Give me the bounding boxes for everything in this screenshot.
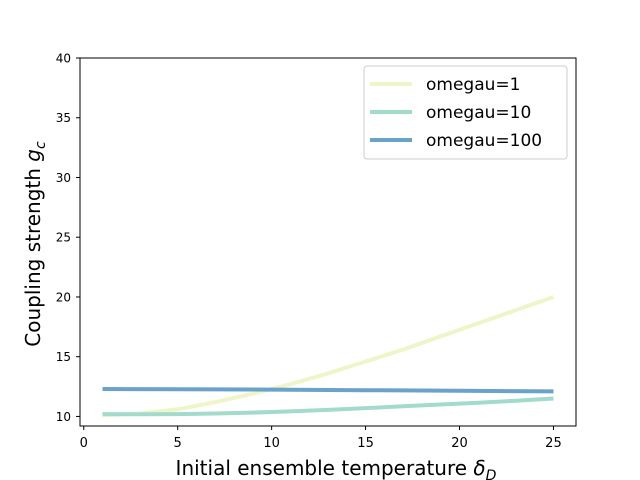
y-tick-label: 30 [56, 171, 71, 185]
x-tick-label: 5 [174, 436, 182, 451]
x-axis-label: Initial ensemble temperature δD [176, 456, 497, 480]
x-tick-label: 25 [545, 436, 562, 451]
plot-lines [102, 295, 555, 418]
y-axis-label: Coupling strength gc [21, 141, 49, 347]
legend-label-2: omegau=10 [426, 103, 531, 123]
plot-frame [79, 57, 577, 427]
legend: omegau=1 omegau=10 omegau=100 [363, 65, 568, 160]
series-line-2 [102, 396, 554, 417]
x-tick-label: 10 [263, 436, 280, 451]
y-tick-label: 20 [56, 290, 71, 304]
y-tick-label: 25 [56, 231, 71, 245]
x-axis-ticks: 0 5 10 15 20 25 [80, 426, 562, 451]
x-tick-label: 20 [451, 436, 468, 451]
y-tick-label: 40 [56, 52, 71, 66]
legend-box [363, 65, 568, 160]
y-tick-label: 15 [56, 350, 71, 364]
y-tick-label: 10 [56, 410, 71, 424]
y-axis-ticks: 10 15 20 25 30 35 40 [56, 52, 80, 424]
legend-label-3: omegau=100 [426, 131, 542, 151]
y-tick-label: 35 [56, 111, 71, 125]
series-line-3 [102, 387, 554, 394]
x-tick-label: 0 [80, 436, 88, 451]
x-tick-label: 15 [357, 436, 374, 451]
legend-label-1: omegau=1 [426, 75, 520, 95]
series-line-1 [102, 295, 555, 418]
